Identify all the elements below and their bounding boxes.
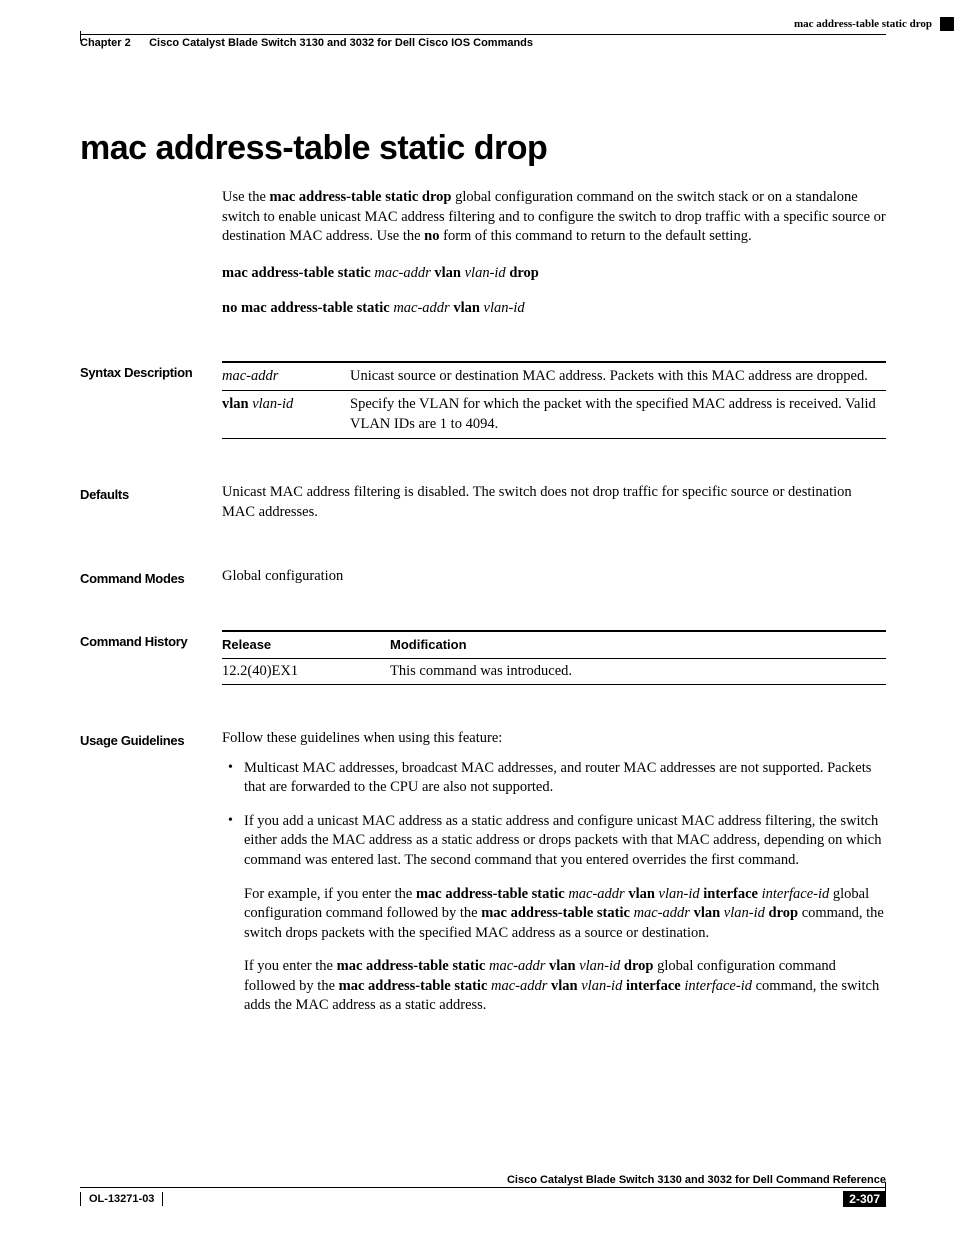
history-table: Release Modification 12.2(40)EX1 This co…: [222, 630, 886, 685]
table-row: vlan vlan-id Specify the VLAN for which …: [222, 391, 886, 439]
header-tick: [80, 31, 81, 41]
header-chapter: Chapter 2 Cisco Catalyst Blade Switch 31…: [80, 37, 533, 49]
doc-id: OL-13271-03: [80, 1192, 163, 1206]
section-usage-guidelines: Usage Guidelines Follow these guidelines…: [222, 729, 886, 1016]
page-title: mac address-table static drop: [80, 129, 886, 168]
section-label: Syntax Description: [80, 361, 222, 380]
document-page: Chapter 2 Cisco Catalyst Blade Switch 31…: [0, 0, 954, 1235]
table-row: mac-addr Unicast source or destination M…: [222, 362, 886, 391]
header-topic-box: mac address-table static drop: [794, 17, 954, 31]
page-number: 2-307: [843, 1191, 886, 1207]
section-label: Command History: [80, 630, 222, 649]
col-modification: Modification: [390, 631, 886, 658]
section-body: Unicast MAC address filtering is disable…: [222, 483, 886, 522]
usage-lead: Follow these guidelines when using this …: [222, 729, 886, 749]
syntax-table: mac-addr Unicast source or destination M…: [222, 361, 886, 440]
footer-tick: [885, 1182, 886, 1191]
header-marker-icon: [940, 17, 954, 31]
col-release: Release: [222, 631, 390, 658]
table-header-row: Release Modification: [222, 631, 886, 658]
footer-bottom-row: OL-13271-03 2-307: [80, 1191, 886, 1207]
chapter-title: Cisco Catalyst Blade Switch 3130 and 303…: [149, 37, 533, 49]
section-command-history: Command History Release Modification 12.…: [222, 630, 886, 685]
section-label: Usage Guidelines: [80, 729, 222, 748]
param-name: mac-addr: [222, 362, 350, 391]
release-cell: 12.2(40)EX1: [222, 658, 390, 685]
list-item: If you add a unicast MAC address as a st…: [222, 812, 886, 871]
section-syntax-description: Syntax Description mac-addr Unicast sour…: [222, 361, 886, 440]
section-body: Follow these guidelines when using this …: [222, 729, 886, 1016]
table-row: 12.2(40)EX1 This command was introduced.: [222, 658, 886, 685]
footer-book-title: Cisco Catalyst Blade Switch 3130 and 303…: [80, 1174, 886, 1188]
param-name: vlan vlan-id: [222, 391, 350, 439]
usage-bullet-list: Multicast MAC addresses, broadcast MAC a…: [222, 759, 886, 871]
header-topic: mac address-table static drop: [794, 18, 932, 30]
syntax-command: mac address-table static mac-addr vlan v…: [222, 265, 886, 282]
section-command-modes: Command Modes Global configuration: [222, 567, 886, 587]
section-body: mac-addr Unicast source or destination M…: [222, 361, 886, 440]
running-header: Chapter 2 Cisco Catalyst Blade Switch 31…: [80, 34, 886, 49]
running-footer: Cisco Catalyst Blade Switch 3130 and 303…: [80, 1174, 886, 1207]
list-item: Multicast MAC addresses, broadcast MAC a…: [222, 759, 886, 798]
param-desc: Unicast source or destination MAC addres…: [350, 362, 886, 391]
modification-cell: This command was introduced.: [390, 658, 886, 685]
usage-paragraph: If you enter the mac address-table stati…: [222, 957, 886, 1016]
section-body: Global configuration: [222, 567, 886, 587]
usage-paragraph: For example, if you enter the mac addres…: [222, 885, 886, 944]
intro-paragraph: Use the mac address-table static drop gl…: [222, 188, 886, 247]
section-body: Release Modification 12.2(40)EX1 This co…: [222, 630, 886, 685]
syntax-no-command: no mac address-table static mac-addr vla…: [222, 300, 886, 317]
content-column: mac address-table static drop Use the ma…: [222, 129, 886, 1016]
chapter-number: Chapter 2: [80, 37, 131, 49]
section-label: Defaults: [80, 483, 222, 502]
section-defaults: Defaults Unicast MAC address filtering i…: [222, 483, 886, 522]
section-label: Command Modes: [80, 567, 222, 586]
param-desc: Specify the VLAN for which the packet wi…: [350, 391, 886, 439]
